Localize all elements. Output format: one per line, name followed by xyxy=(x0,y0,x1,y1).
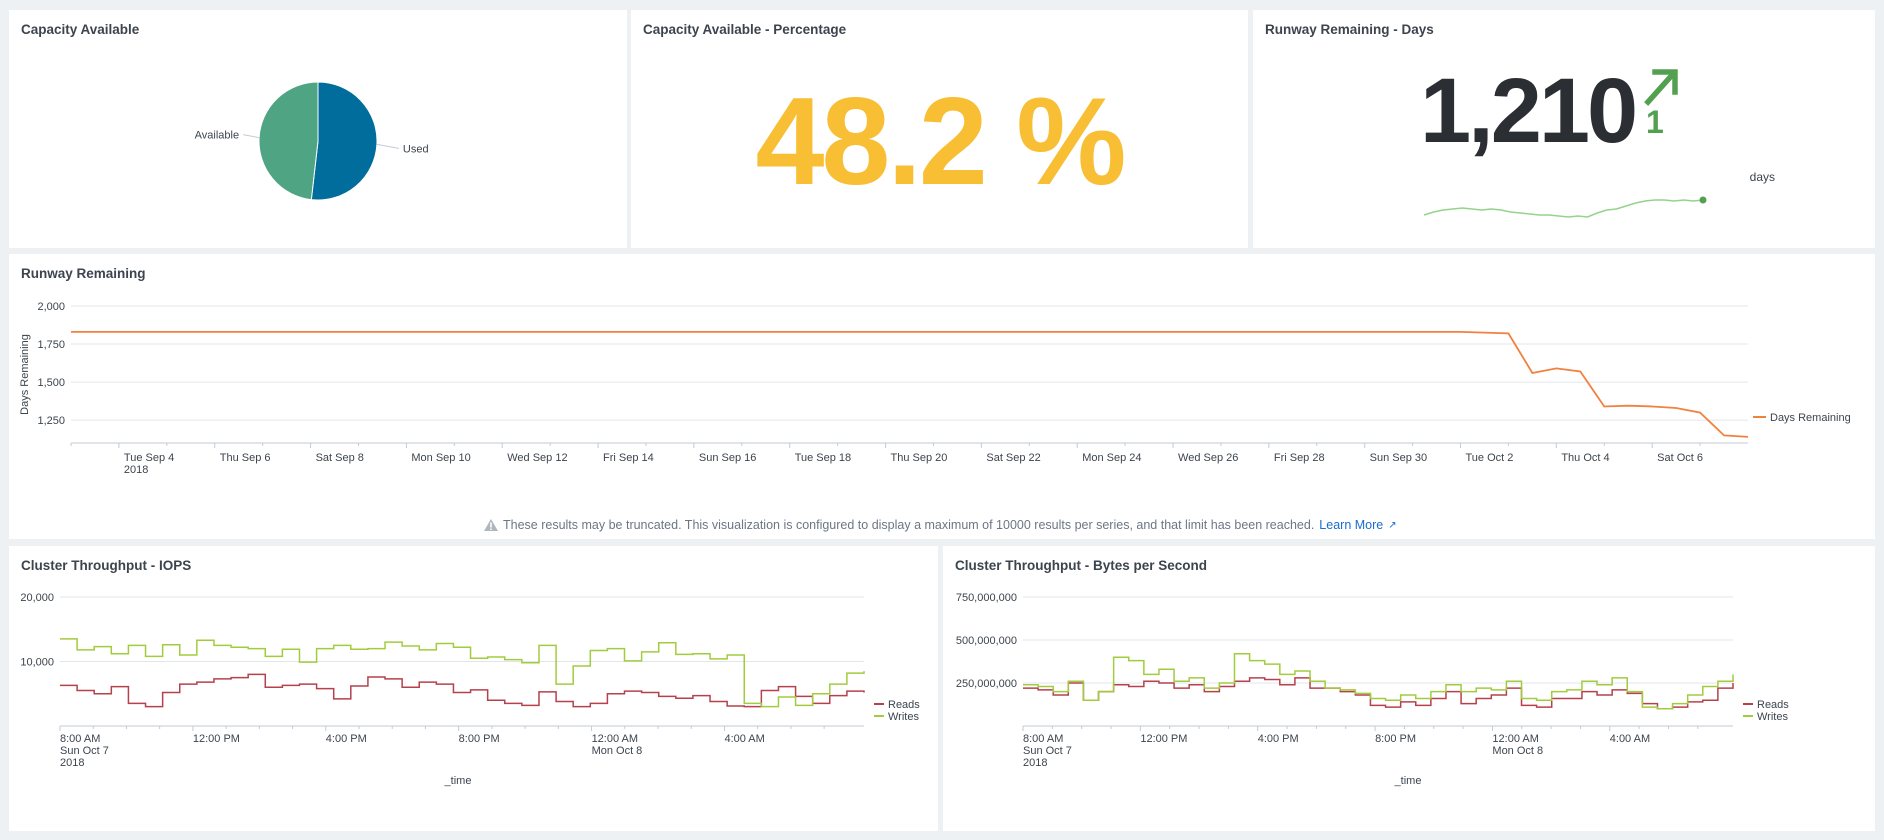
x-tick-label: Thu Sep 6 xyxy=(220,452,271,464)
x-tick-label: Thu Oct 4 xyxy=(1561,452,1609,464)
y-tick-label: 2,000 xyxy=(37,301,65,313)
x-tick-sublabel: Sun Oct 7 xyxy=(1023,745,1072,757)
x-tick-label: 8:00 AM xyxy=(60,733,100,745)
x-tick-label: 4:00 PM xyxy=(326,733,367,745)
x-tick-label: Wed Sep 26 xyxy=(1178,452,1238,464)
x-tick-label: Fri Sep 14 xyxy=(603,452,654,464)
iops-panel: Cluster Throughput - IOPS 20,000 10,000 8:… xyxy=(9,546,938,831)
x-tick-sublabel: 2018 xyxy=(60,757,84,769)
warning-icon xyxy=(484,519,498,531)
x-tick-label: Sat Sep 8 xyxy=(316,452,364,464)
x-tick-label: Mon Sep 10 xyxy=(411,452,470,464)
pie-leader-line xyxy=(376,143,399,149)
x-tick-label: 4:00 AM xyxy=(724,733,764,745)
panel-title: Runway Remaining xyxy=(21,266,146,281)
sparkline-line xyxy=(1423,199,1704,218)
series-line-writes xyxy=(1023,653,1734,710)
runway-days-unit: days xyxy=(1749,170,1775,184)
x-tick-label: Tue Sep 18 xyxy=(795,452,851,464)
y-tick-label: 750,000,000 xyxy=(956,592,1017,604)
legend-label: Days Remaining xyxy=(1770,412,1851,424)
x-tick-label: 8:00 AM xyxy=(1023,733,1063,745)
x-tick-label: 12:00 PM xyxy=(193,733,240,745)
runway-sparkline xyxy=(1423,196,1707,218)
legend-label: Reads xyxy=(888,699,920,711)
truncation-warning: These results may be truncated. This vis… xyxy=(484,518,1397,532)
y-tick-label: 20,000 xyxy=(20,592,54,604)
x-tick-label: Sun Sep 16 xyxy=(699,452,757,464)
x-axis-title: _time xyxy=(444,775,472,787)
capacity-percentage-panel: Capacity Available - Percentage 48.2 % xyxy=(631,10,1248,248)
runway-remaining-panel: Runway Remaining 2,000 1,750 1,500 1,250 Day… xyxy=(9,254,1875,539)
percentage-value: 48.2 % xyxy=(755,73,1126,211)
y-tick-label: 1,250 xyxy=(37,415,65,427)
x-tick-label: 12:00 PM xyxy=(1140,733,1187,745)
x-tick-sublabel: Mon Oct 8 xyxy=(1492,745,1543,757)
runway-line-chart: 2,000 1,750 1,500 1,250 Days Remaining Tue Se… xyxy=(19,301,1851,476)
panel-title: Cluster Throughput - IOPS xyxy=(21,558,192,573)
panel-title: Cluster Throughput - Bytes per Second xyxy=(955,558,1208,573)
x-tick-sublabel: 2018 xyxy=(1023,757,1047,769)
y-tick-label: 250,000,000 xyxy=(956,678,1017,690)
runway-days-panel: Runway Remaining - Days 1,210 1 days xyxy=(1253,10,1875,248)
bytes-panel: Cluster Throughput - Bytes per Second 75… xyxy=(943,546,1875,831)
x-tick-label: 8:00 PM xyxy=(1375,733,1416,745)
x-tick-label: 8:00 PM xyxy=(459,733,500,745)
runway-days-value: 1,210 xyxy=(1420,60,1638,162)
x-tick-sublabel: 2018 xyxy=(124,464,148,476)
x-tick-label: 4:00 AM xyxy=(1610,733,1650,745)
learn-more-link[interactable]: Learn More xyxy=(1319,518,1384,532)
x-tick-label: Sat Oct 6 xyxy=(1657,452,1703,464)
external-link-icon: ↗ xyxy=(1388,519,1397,531)
bytes-line-chart: 750,000,000 500,000,000 250,000,000 8:00 AM… xyxy=(956,592,1789,787)
x-tick-label: Tue Oct 2 xyxy=(1466,452,1514,464)
x-tick-label: 12:00 AM xyxy=(592,733,638,745)
x-tick-label: Wed Sep 12 xyxy=(507,452,567,464)
pie-slice-available xyxy=(258,81,319,201)
legend-label: Writes xyxy=(1757,711,1788,723)
panel-title: Capacity Available - Percentage xyxy=(643,22,847,37)
y-tick-label: 1,500 xyxy=(37,377,65,389)
pie-leader-line xyxy=(243,134,260,139)
series-line-reads xyxy=(60,673,865,708)
x-tick-label: 4:00 PM xyxy=(1258,733,1299,745)
x-tick-label: Sat Sep 22 xyxy=(986,452,1040,464)
capacity-pie-chart: Used Available xyxy=(195,81,429,201)
panel-title: Runway Remaining - Days xyxy=(1265,22,1434,37)
truncation-warning-text: These results may be truncated. This vis… xyxy=(503,518,1315,532)
x-tick-label: Thu Sep 20 xyxy=(891,452,948,464)
x-tick-sublabel: Mon Oct 8 xyxy=(592,745,643,757)
x-tick-label: 12:00 AM xyxy=(1492,733,1538,745)
pie-slice-used xyxy=(310,81,378,201)
capacity-available-panel: Capacity Available Used Available xyxy=(9,10,627,248)
x-tick-label: Tue Sep 4 xyxy=(124,452,174,464)
x-tick-label: Sun Sep 30 xyxy=(1370,452,1428,464)
trend-delta-value: 1 xyxy=(1646,104,1664,140)
y-tick-label: 500,000,000 xyxy=(956,635,1017,647)
trend-up-icon xyxy=(1644,69,1678,106)
pie-label: Available xyxy=(195,130,239,142)
x-tick-label: Fri Sep 28 xyxy=(1274,452,1325,464)
series-line-days-remaining xyxy=(71,330,1749,438)
x-tick-sublabel: Sun Oct 7 xyxy=(60,745,109,757)
series-line-writes xyxy=(60,638,865,708)
panel-title: Capacity Available xyxy=(21,22,140,37)
y-axis-title: Days Remaining xyxy=(19,334,31,415)
x-axis-title: _time xyxy=(1394,775,1422,787)
y-tick-label: 1,750 xyxy=(37,339,65,351)
sparkline-last-point xyxy=(1699,196,1707,204)
legend-label: Writes xyxy=(888,711,919,723)
y-tick-label: 10,000 xyxy=(20,657,54,669)
x-tick-label: Mon Sep 24 xyxy=(1082,452,1141,464)
series-line-reads xyxy=(1023,677,1734,710)
pie-label: Used xyxy=(403,143,429,155)
legend-label: Reads xyxy=(1757,699,1789,711)
